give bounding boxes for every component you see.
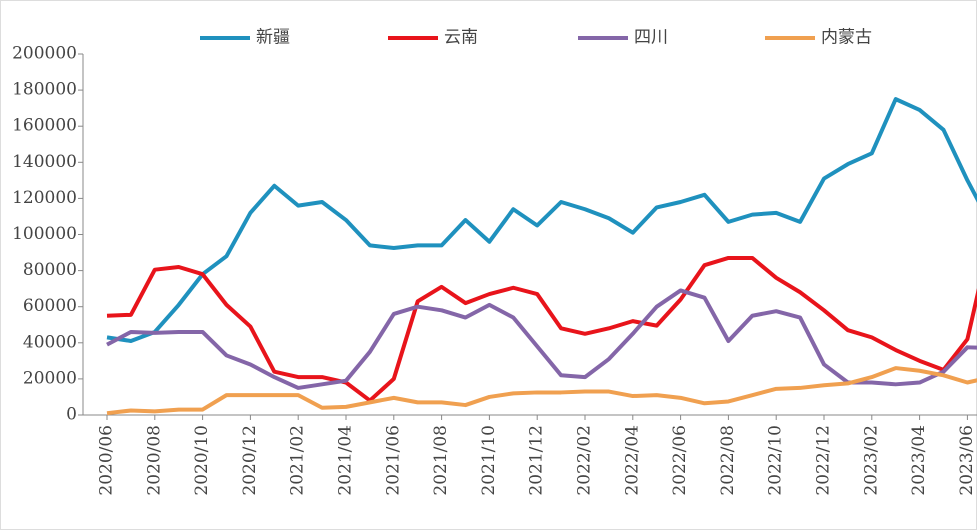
y-tick-label: 100000 xyxy=(12,224,77,244)
x-tick-label: 2021/12 xyxy=(527,425,547,496)
x-tick-label: 2020/08 xyxy=(144,425,164,496)
y-tick-label: 80000 xyxy=(23,260,77,280)
legend-label: 内蒙古 xyxy=(821,28,872,48)
series-line xyxy=(106,255,977,403)
y-tick-label: 140000 xyxy=(12,152,77,172)
x-tick-label: 2020/12 xyxy=(240,425,260,496)
x-tick-label: 2022/08 xyxy=(718,425,738,496)
y-tick-label: 20000 xyxy=(23,368,77,388)
x-tick-label: 2022/04 xyxy=(622,425,642,496)
legend-label: 云南 xyxy=(444,28,478,48)
x-tick-label: 2021/10 xyxy=(479,425,499,496)
x-tick-label: 2022/02 xyxy=(575,425,595,496)
x-tick-label: 2021/06 xyxy=(383,425,403,496)
y-tick-label: 40000 xyxy=(23,332,77,352)
legend-label: 新疆 xyxy=(256,28,290,48)
y-tick-label: 160000 xyxy=(12,116,77,136)
x-tick-label: 2022/10 xyxy=(766,425,786,496)
x-tick-label: 2023/02 xyxy=(861,425,881,496)
y-tick-label: 120000 xyxy=(12,188,77,208)
x-tick-label: 2021/08 xyxy=(431,425,451,496)
x-tick-label: 2022/06 xyxy=(670,425,690,496)
x-tick-label: 2023/04 xyxy=(909,425,929,496)
x-tick-label: 2020/10 xyxy=(192,425,212,496)
y-tick-label: 60000 xyxy=(23,296,77,316)
y-tick-label: 0 xyxy=(66,405,77,425)
y-tick-label: 180000 xyxy=(12,80,77,100)
x-tick-label: 2023/06 xyxy=(957,425,977,496)
x-tick-label: 2020/06 xyxy=(97,425,117,496)
legend-label: 四川 xyxy=(634,28,668,48)
series-line xyxy=(106,97,977,343)
x-tick-label: 2021/04 xyxy=(336,425,356,496)
series-line xyxy=(106,288,977,390)
series-line xyxy=(106,366,977,416)
x-tick-label: 2022/12 xyxy=(814,425,834,496)
y-tick-label: 200000 xyxy=(12,44,77,64)
x-tick-label: 2021/02 xyxy=(288,425,308,496)
